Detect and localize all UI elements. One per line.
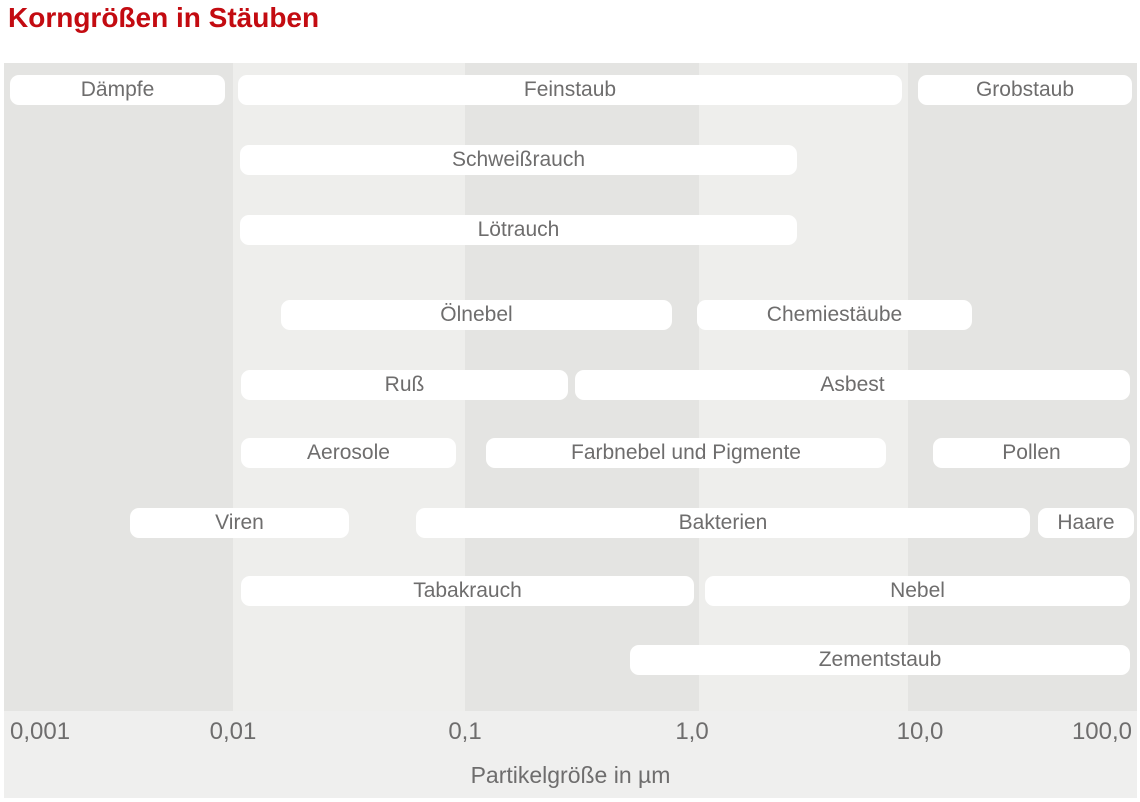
bar-tabakrauch: Tabakrauch [241,576,694,606]
bar-grobstaub: Grobstaub [918,75,1132,105]
x-tick-10-0: 10,0 [896,718,944,745]
bar-pollen: Pollen [933,438,1130,468]
bar-schwei-rauch: Schweißrauch [240,145,797,175]
bar-zementstaub: Zementstaub [630,645,1130,675]
bar-haare: Haare [1038,508,1134,538]
x-tick-0-01: 0,01 [209,718,257,745]
bar-chemiesta-ube: Chemiestäube [697,300,972,330]
bar-o-lnebel: Ölnebel [281,300,672,330]
x-axis: Partikelgröße in µm 0,001 0,01 0,1 1,0 10,0 1… [4,63,1137,798]
decade-stripe-0 [4,63,233,711]
bar-ru: Ruß [241,370,568,400]
bar-aerosole: Aerosole [241,438,456,468]
bar-feinstaub: Feinstaub [238,75,902,105]
bar-lo-trauch: Lötrauch [240,215,797,245]
particle-size-chart: Dämpfe Feinstaub Grobstaub Schweißrauch Lötr… [4,63,1137,798]
x-axis-label: Partikelgröße in µm [470,762,671,788]
bar-farbnebel-und-pigmente: Farbnebel und Pigmente [486,438,886,468]
page-title: Korngrößen in Stäuben [8,2,320,33]
bar-nebel: Nebel [705,576,1130,606]
bar-bakterien: Bakterien [416,508,1030,538]
bar-viren: Viren [130,508,349,538]
x-tick-0-1: 0,1 [448,718,482,745]
x-tick-100-0: 100,0 [1071,718,1132,745]
x-tick-0-001: 0,001 [10,718,71,745]
x-tick-1-0: 1,0 [675,718,709,745]
range-bars-layer: Dämpfe Feinstaub Grobstaub Schweißrauch Lötr… [4,63,1137,798]
bar-da-mpfe: Dämpfe [10,75,225,105]
bar-asbest: Asbest [575,370,1130,400]
